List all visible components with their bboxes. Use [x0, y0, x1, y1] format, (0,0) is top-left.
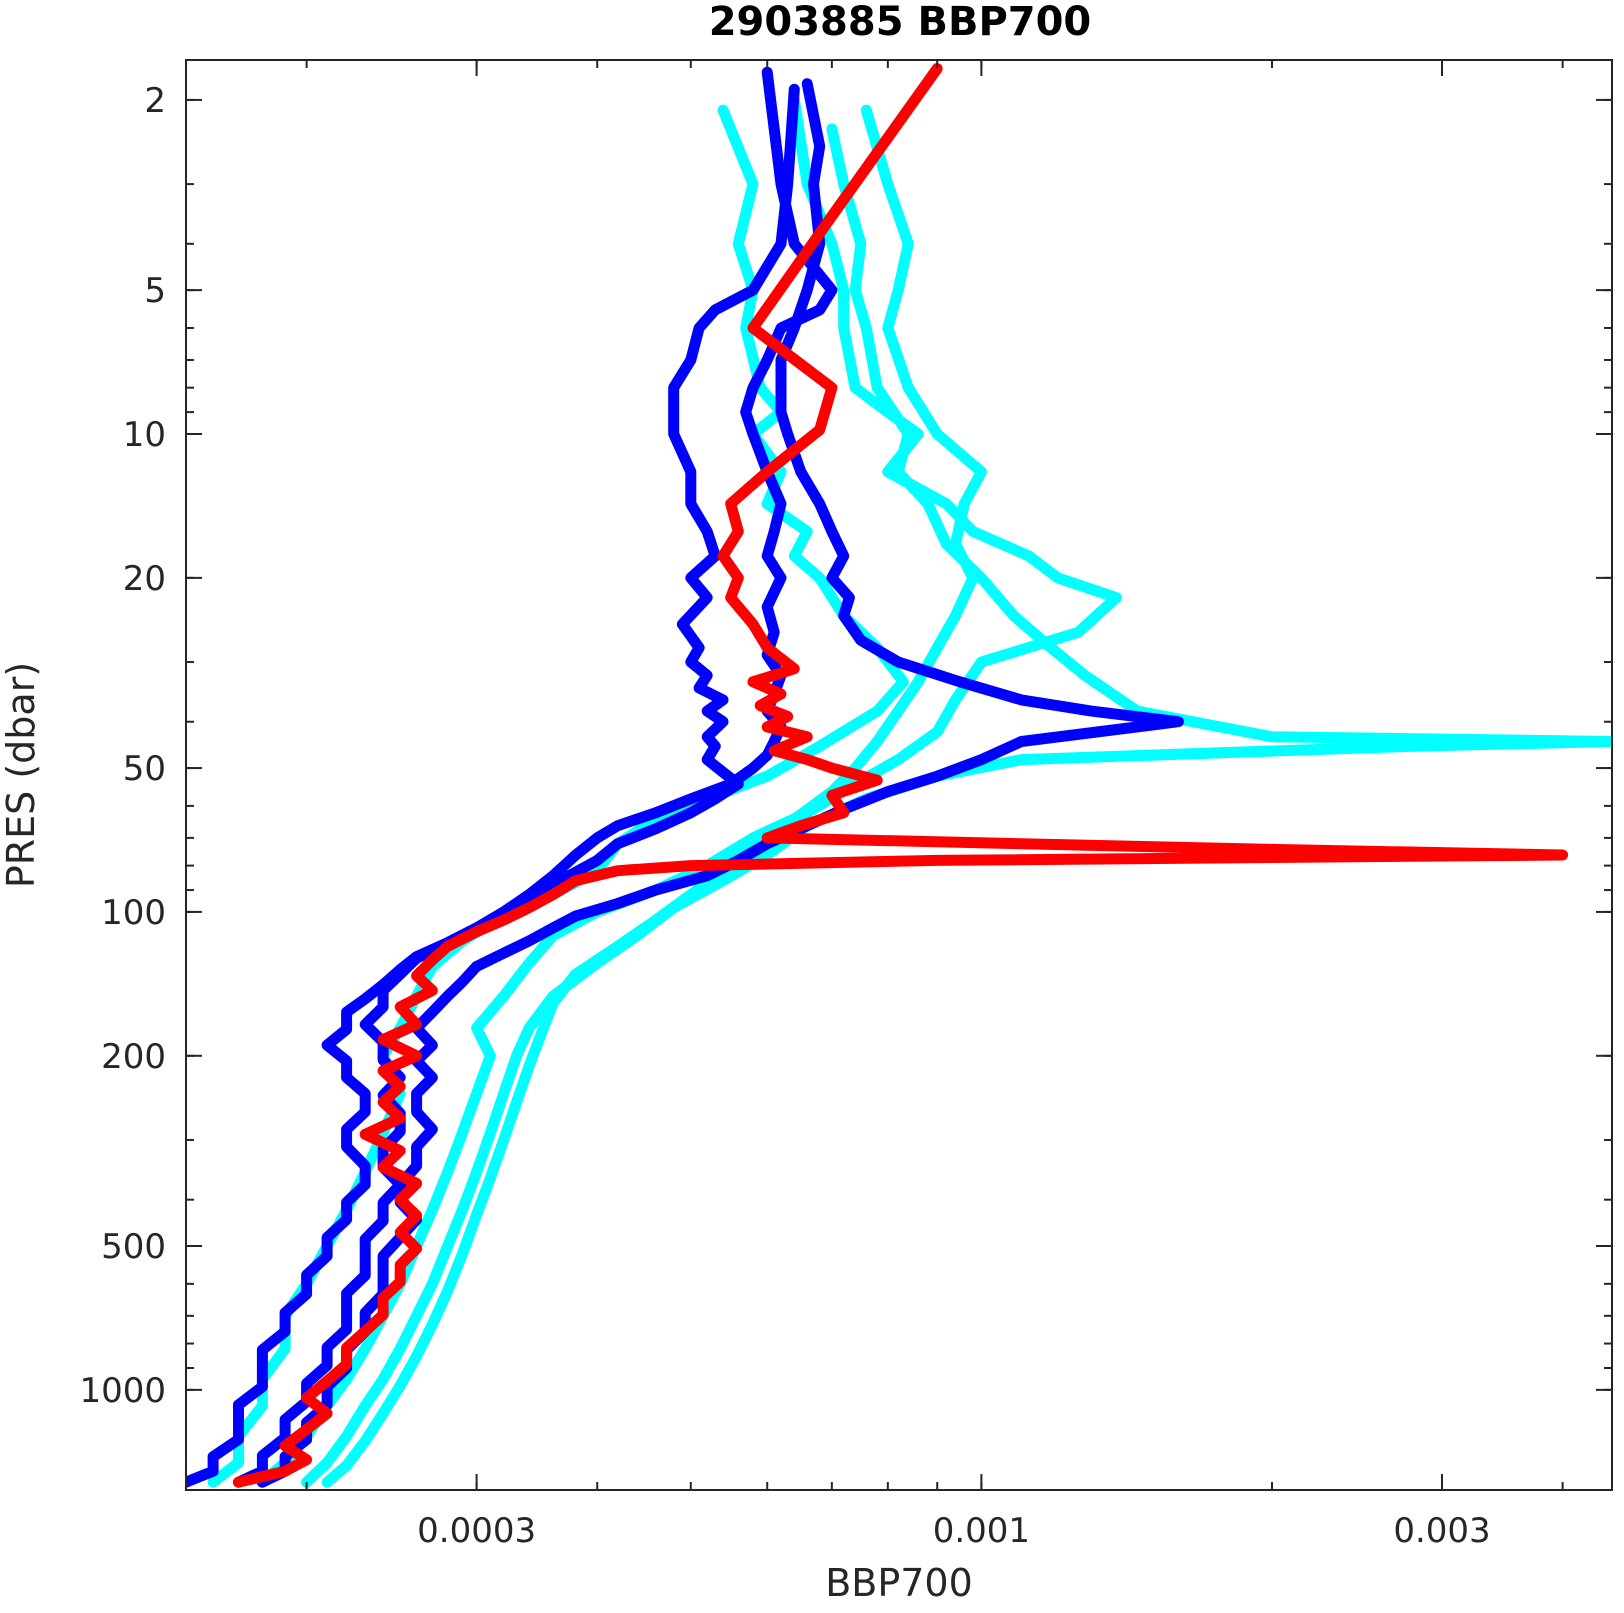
x-tick-label: 0.001 — [933, 1511, 1030, 1551]
x-tick-label: 0.0003 — [417, 1511, 536, 1551]
y-axis-label: PRES (dbar) — [0, 662, 43, 888]
y-tick-label: 100 — [101, 893, 166, 933]
y-tick-label: 5 — [144, 271, 166, 311]
series-line-3 — [301, 123, 1612, 1488]
series-line-8 — [233, 63, 1569, 1488]
axis-ticks: 0.0003 0.001 0.003 2 5 10 20 50 100 200 500 1000 — [79, 60, 1612, 1551]
series-layer — [186, 63, 1612, 1488]
y-tick-label: 500 — [101, 1227, 166, 1267]
y-tick-label: 20 — [123, 559, 166, 599]
x-tick-label: 0.003 — [1393, 1511, 1490, 1551]
y-tick-label: 1000 — [79, 1371, 166, 1411]
y-tick-label: 50 — [123, 749, 166, 789]
plot-frame — [185, 59, 1613, 1491]
x-axis-label: BBP700 — [825, 1561, 973, 1605]
y-tick-label: 200 — [101, 1037, 166, 1077]
y-tick-label: 10 — [123, 415, 166, 455]
series-line-7 — [233, 83, 800, 1488]
series-line-6 — [256, 78, 1184, 1488]
y-tick-label: 2 — [144, 81, 166, 121]
series-line-2 — [256, 94, 1122, 1488]
chart-title: 2903885 BBP700 — [709, 0, 1092, 45]
